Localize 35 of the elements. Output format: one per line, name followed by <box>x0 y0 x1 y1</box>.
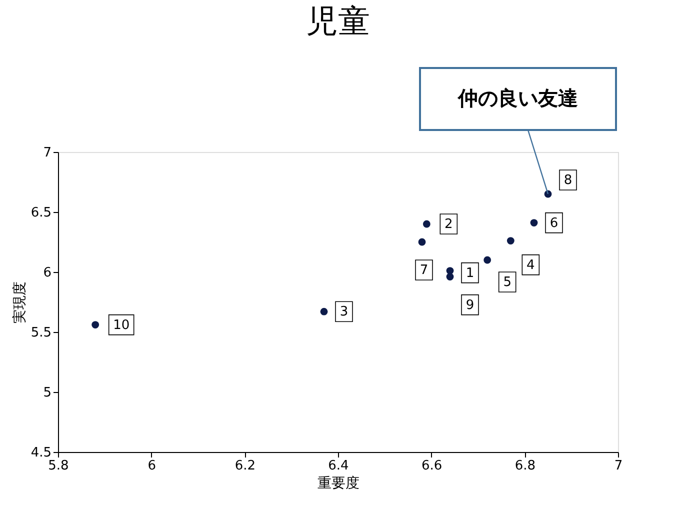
annotation: 6 <box>550 216 558 231</box>
y-tick-label: 5.5 <box>30 326 52 340</box>
point <box>446 273 454 280</box>
point <box>506 237 514 244</box>
point <box>92 321 100 328</box>
point <box>484 256 492 264</box>
annotation: 3 <box>340 304 348 320</box>
point <box>530 219 538 226</box>
annotation: 仲の良い友達 <box>457 86 578 110</box>
y-tick-label: 4.5 <box>30 446 52 460</box>
annotation: 4 <box>526 258 535 273</box>
annotation: 7 <box>420 263 428 278</box>
x-tick-label: 6.2 <box>234 458 256 474</box>
y-tick-label: 7 <box>43 146 52 160</box>
y-tick-label: 6.5 <box>30 206 52 220</box>
x-tick-label: 6 <box>148 458 156 474</box>
point <box>422 220 430 228</box>
y-tick-label: 6 <box>43 266 52 280</box>
x-tick-label: 6.8 <box>514 458 536 474</box>
point <box>320 308 328 316</box>
point <box>418 238 426 246</box>
y-tick-label: 5 <box>43 386 52 400</box>
annotation: 5 <box>503 275 512 290</box>
annotation: 2 <box>444 217 453 232</box>
annotation: 9 <box>466 298 474 313</box>
annotation: 10 <box>113 318 130 333</box>
x-tick-label: 7 <box>614 458 623 474</box>
x-tick-label: 5.8 <box>48 458 69 474</box>
annotation: 8 <box>564 173 572 188</box>
annotation: 1 <box>466 266 474 281</box>
y-axis-title: 実現度 <box>12 282 28 324</box>
x-axis-title: 重要度 <box>318 476 360 492</box>
chart-title: 児童 <box>306 2 370 40</box>
x-tick-label: 6.4 <box>328 458 349 474</box>
x-tick-label: 6.6 <box>421 458 442 474</box>
